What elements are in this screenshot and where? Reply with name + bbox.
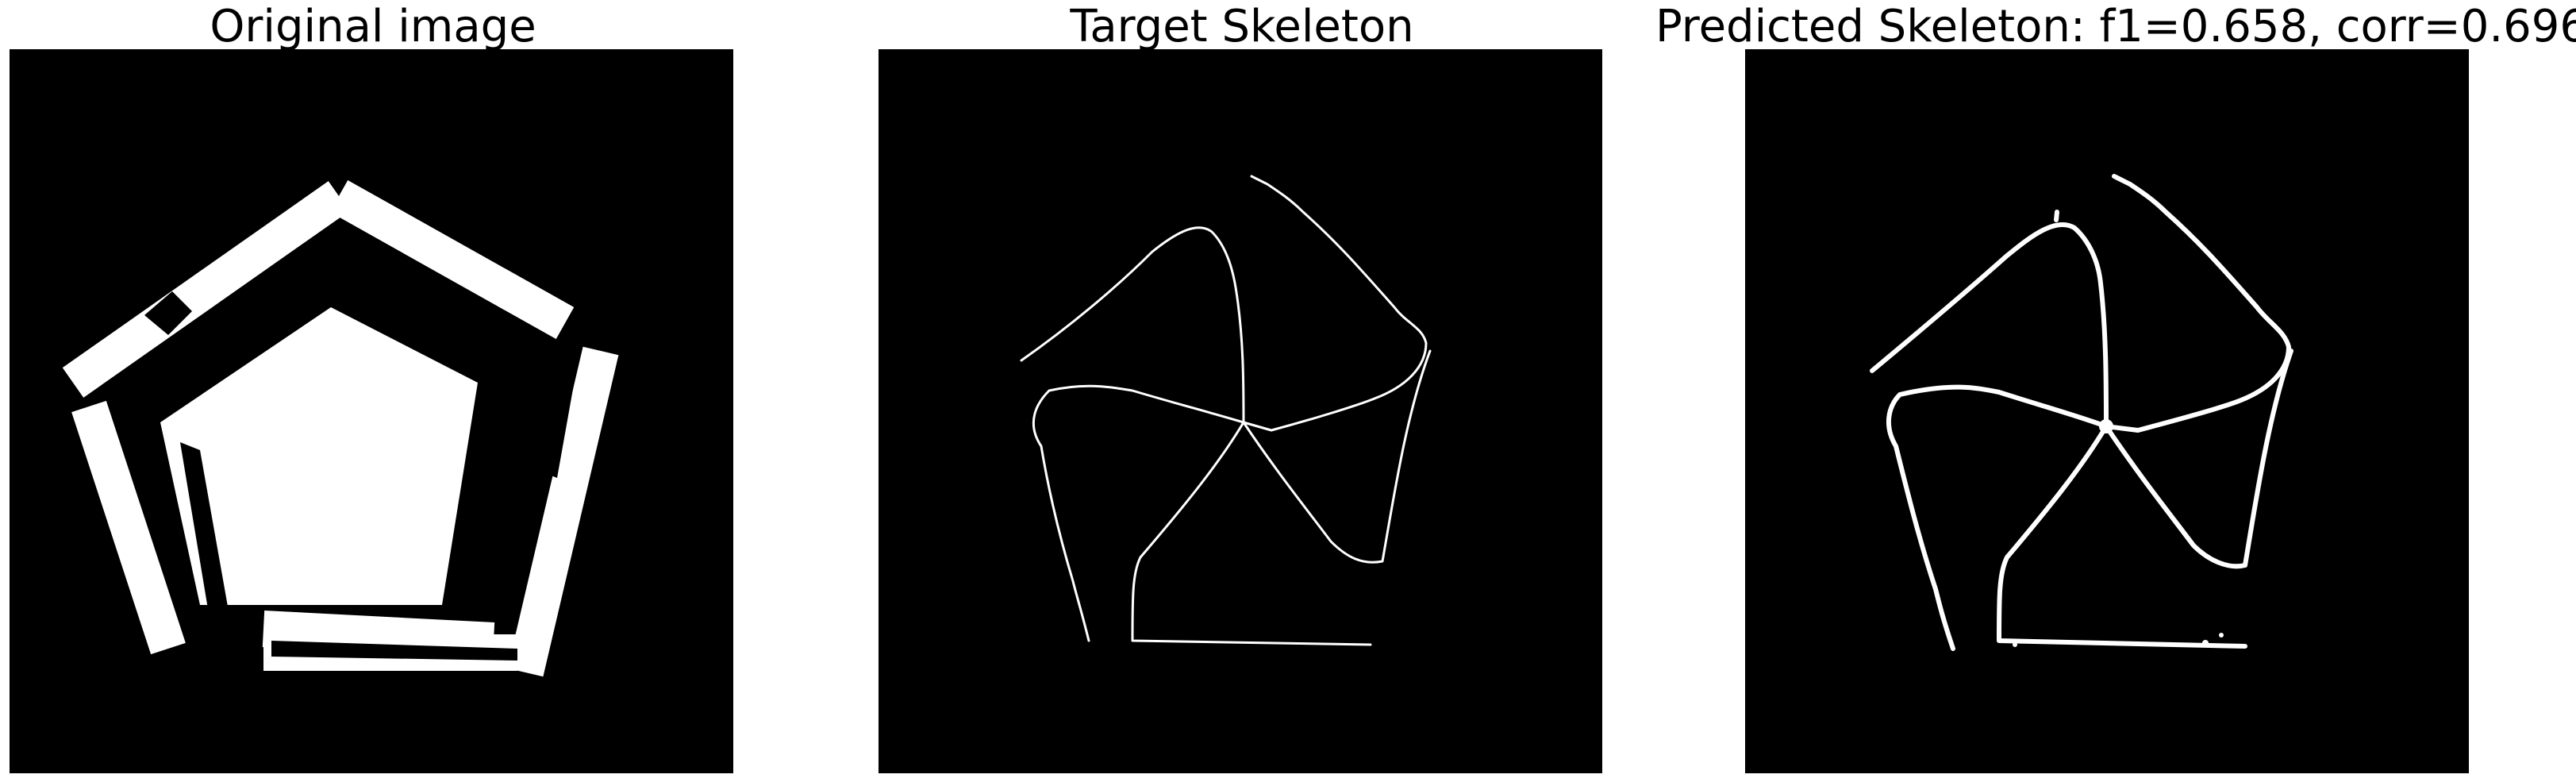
panel-title-predicted: Predicted Skeleton: f1=0.658, corr=0.696 <box>1655 1 2576 52</box>
panel-title-original: Original image <box>210 1 536 52</box>
target-skeleton-image <box>879 49 1602 773</box>
predicted-skeleton-image <box>1745 49 2469 773</box>
panel-title-target: Target Skeleton <box>1070 1 1414 52</box>
original-image <box>10 49 733 773</box>
